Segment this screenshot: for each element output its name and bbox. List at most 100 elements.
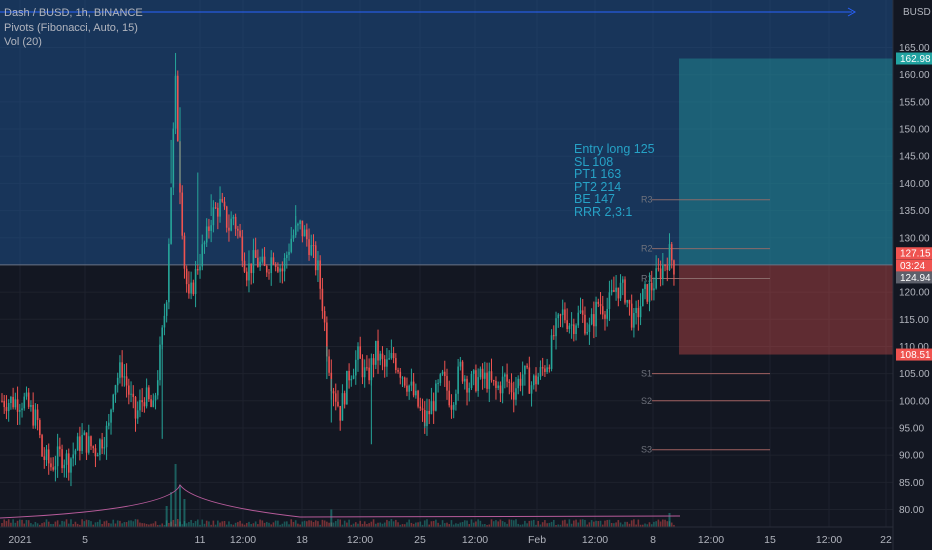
candle-body [659,268,662,280]
candle-body [181,192,184,236]
volume-bar [357,523,359,527]
indicator-volume-label[interactable]: Vol (20) [4,36,42,48]
candle-body [475,370,477,391]
volume-bar [163,524,166,527]
volume-bar [36,523,39,527]
candle-body [132,393,135,397]
volume-bar [85,519,88,527]
candle-body [332,391,335,394]
volume-bar [352,523,355,527]
candle-body [419,406,422,409]
price-tick: 140.00 [899,179,930,190]
candle-body [573,324,575,335]
volume-bar [610,522,613,527]
volume-bar [430,521,433,527]
volume-bar [486,524,488,527]
volume-bar [515,519,517,527]
candle-body [497,385,499,388]
candle-body [21,408,23,411]
candle-body [105,425,108,448]
candle-body [441,371,444,375]
volume-bar [593,521,595,527]
candle-body [630,303,633,328]
candle-body [470,373,473,389]
annotation-entry: Entry long 125 [574,142,655,156]
volume-bar [664,519,666,527]
volume-bar [439,524,442,527]
candle-body [492,380,495,382]
candle-body [130,393,132,395]
candle-body [108,422,110,426]
price-tick: 95.00 [899,423,924,434]
volume-bar [94,522,97,527]
time-tick: Feb [528,534,546,546]
candle-body [339,406,341,421]
candle-body [141,400,143,403]
candle-body [212,207,215,226]
volume-bar [272,522,275,527]
volume-bar [152,523,155,527]
candle-body [16,399,19,412]
candle-body [274,264,277,267]
symbol-title[interactable]: Dash / BUSD, 1h, BINANCE [4,7,143,19]
volume-bar [303,520,306,527]
candle-body [390,353,393,359]
candle-body [286,254,288,259]
candle-body [350,378,353,381]
volume-bar [401,524,404,527]
candle-body [421,408,424,411]
candle-body [34,409,37,426]
volume-bar [243,524,246,527]
volume-bar [584,519,586,527]
candle-body [517,378,519,389]
volume-bar [34,521,37,527]
price-tick: 110.00 [899,342,929,353]
pivot-label-s3: S3 [641,445,652,455]
candle-body [143,402,146,407]
candle-body [486,372,488,389]
candle-body [230,218,232,231]
candle-body [406,385,408,392]
candle-body [314,245,317,271]
price-badge-label: 108.51 [900,350,931,361]
price-tick: 150.00 [899,125,930,136]
candle-body [381,353,384,360]
price-badge [896,247,932,260]
candle-body [110,409,112,423]
volume-bar [312,522,315,527]
candle-body [277,266,279,272]
candle-body [606,308,608,319]
candle-body [243,260,246,272]
price-axis[interactable]: BUSD 165.00 160.00 155.00 150.00 145.00 140.00… [892,0,932,550]
volume-bar [577,522,580,527]
candle-body [561,309,564,316]
candle-body [437,382,439,384]
time-axis[interactable]: 2021 5 11 12:00 18 12:00 25 12:00 Feb 12:00 8 12:00… [0,526,893,546]
volume-bar [415,522,417,527]
candle-body [152,400,155,407]
indicator-pivots-label[interactable]: Pivots (Fibonacci, Auto, 15) [4,22,138,34]
volume-bar [19,519,21,527]
candle-body [14,399,17,408]
candle-body [39,420,41,436]
volume-bar [510,519,513,527]
trade-plan-annotation[interactable]: Entry long 125 SL 108 PT1 163 PT2 214 BE… [574,143,655,219]
candle-body [225,206,228,228]
volume-bar [176,519,179,527]
volume-bar [294,520,297,527]
price-tick: 90.00 [899,451,924,462]
candle-body [386,359,388,367]
pivot-label-r1: R1 [641,274,653,284]
time-tick: 12:00 [816,534,842,546]
volume-bar [586,524,588,527]
long-position-tool[interactable] [0,0,893,355]
volume-bar-tall [183,499,186,527]
candle-body [639,306,642,318]
candle-body [526,365,528,368]
candle-body [435,383,437,411]
time-tick: 25 [414,534,426,546]
candle-body [52,467,54,470]
candle-body [417,390,419,407]
candle-body [270,257,273,274]
